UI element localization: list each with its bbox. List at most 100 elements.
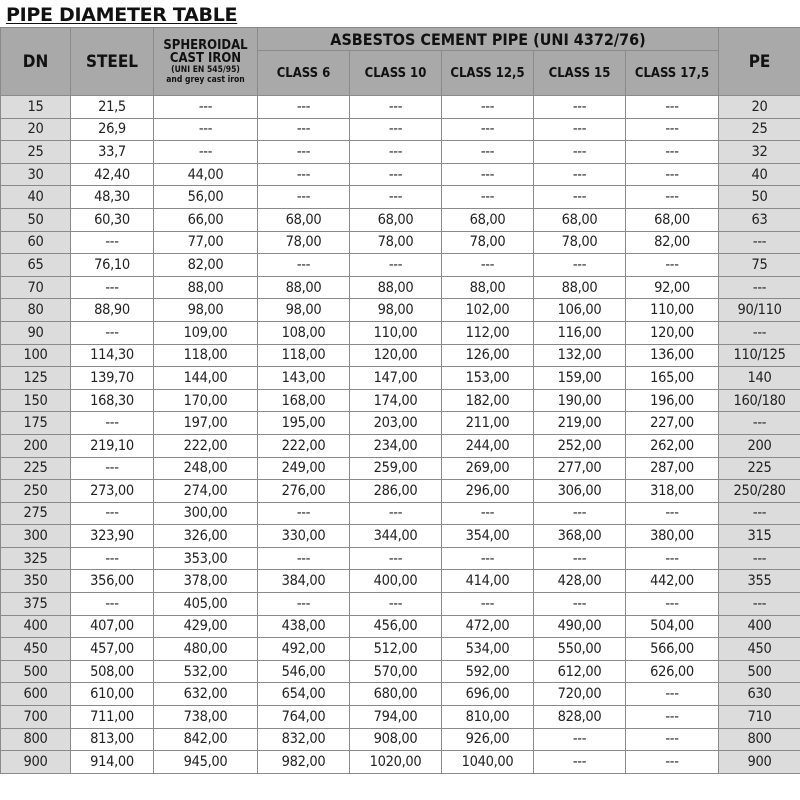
cell-dn: 900 — [0, 750, 71, 774]
cell-class-10: 286,00 — [349, 479, 442, 503]
cell-dn: 25 — [0, 140, 71, 164]
cell-class-17-5: 120,00 — [624, 320, 720, 345]
cell-class-6: 438,00 — [257, 614, 350, 639]
cell-class-12-5: 112,00 — [441, 320, 534, 345]
cell-spheroidal-cast-iron: 109,00 — [153, 320, 258, 345]
cell-class-15: --- — [533, 750, 626, 774]
cell-dn: 65 — [0, 253, 71, 277]
cell-class-17-5: --- — [624, 253, 720, 277]
cell-class-6: 78,00 — [257, 230, 350, 255]
cell-steel: 457,00 — [70, 637, 154, 661]
table-row: 250 273,00 274,00 276,00 286,00 296,00 306,00 3… — [0, 479, 800, 503]
cell-class-12-5: 534,00 — [441, 637, 534, 661]
table-row: 350 356,00 378,00 384,00 400,00 414,00 428,00 4… — [0, 569, 800, 594]
cell-class-6: 168,00 — [257, 388, 350, 413]
cell-class-12-5: --- — [441, 117, 534, 142]
header-spheroidal: SPHEROIDAL CAST IRON (UNI EN 545/95) and… — [153, 27, 258, 96]
cell-class-15: 88,00 — [533, 275, 626, 300]
cell-class-10: --- — [349, 592, 442, 616]
cell-class-17-5: 136,00 — [624, 343, 720, 368]
cell-spheroidal-cast-iron: 88,00 — [153, 275, 258, 300]
cell-dn: 30 — [0, 162, 71, 187]
cell-pe: --- — [718, 230, 800, 255]
table-row: 275 --- 300,00 --- --- --- --- --- --- — [0, 501, 800, 526]
cell-steel: --- — [70, 230, 154, 255]
cell-dn: 250 — [0, 479, 71, 503]
cell-class-17-5: 165,00 — [624, 366, 720, 390]
cell-class-15: 306,00 — [533, 479, 626, 503]
cell-class-12-5: 1040,00 — [441, 750, 534, 774]
cell-spheroidal-cast-iron: 480,00 — [153, 637, 258, 661]
table-row: 450 457,00 480,00 492,00 512,00 534,00 550,00 5… — [0, 637, 800, 661]
cell-pe: --- — [718, 320, 800, 345]
cell-class-17-5: --- — [624, 95, 720, 119]
cell-class-6: 492,00 — [257, 637, 350, 661]
cell-class-6: --- — [257, 546, 350, 571]
cell-class-10: 344,00 — [349, 524, 442, 548]
cell-class-6: --- — [257, 95, 350, 119]
cell-spheroidal-cast-iron: 429,00 — [153, 614, 258, 639]
cell-class-12-5: --- — [441, 501, 534, 526]
cell-pe: 63 — [718, 207, 800, 232]
cell-steel: 219,10 — [70, 433, 154, 458]
cell-class-6: --- — [257, 253, 350, 277]
cell-pe: 75 — [718, 253, 800, 277]
cell-steel: 508,00 — [70, 659, 154, 684]
cell-steel: 21,5 — [70, 95, 154, 119]
cell-steel: 60,30 — [70, 207, 154, 232]
cell-class-12-5: 126,00 — [441, 343, 534, 368]
cell-dn: 500 — [0, 659, 71, 684]
cell-class-17-5: 380,00 — [624, 524, 720, 548]
cell-class-10: 174,00 — [349, 388, 442, 413]
cell-pe: 225 — [718, 456, 800, 481]
cell-steel: 114,30 — [70, 343, 154, 368]
cell-class-17-5: 68,00 — [624, 207, 720, 232]
header-spheroidal-line2: CAST IRON — [169, 50, 242, 66]
cell-steel: 42,40 — [70, 162, 154, 187]
cell-class-15: 428,00 — [533, 569, 626, 594]
cell-class-17-5: --- — [624, 592, 720, 616]
cell-pe: --- — [718, 411, 800, 435]
cell-pe: 90/110 — [718, 298, 800, 322]
table-body: 15 21,5 --- --- --- --- --- --- 20 20 26,9 --- --- --… — [0, 95, 800, 774]
cell-dn: 450 — [0, 637, 71, 661]
header-spheroidal-line3: (UNI EN 545/95) — [171, 64, 240, 75]
cell-class-10: 680,00 — [349, 682, 442, 707]
table-row: 225 --- 248,00 249,00 259,00 269,00 277,00 287,… — [0, 456, 800, 481]
cell-steel: --- — [70, 320, 154, 345]
cell-pe: 315 — [718, 524, 800, 548]
cell-steel: --- — [70, 411, 154, 435]
cell-class-15: --- — [533, 95, 626, 119]
cell-pe: 710 — [718, 705, 800, 729]
cell-class-17-5: --- — [624, 162, 720, 187]
cell-class-10: 400,00 — [349, 569, 442, 594]
cell-class-12-5: 211,00 — [441, 411, 534, 435]
pipe-diameter-table: DN STEEL SPHEROIDAL CAST IRON (UNI EN 54… — [0, 27, 800, 774]
cell-steel: 711,00 — [70, 705, 154, 729]
cell-dn: 300 — [0, 524, 71, 548]
cell-steel: 914,00 — [70, 750, 154, 774]
page-title: PIPE DIAMETER TABLE — [6, 4, 238, 26]
cell-class-15: 68,00 — [533, 207, 626, 232]
table-row: 400 407,00 429,00 438,00 456,00 472,00 490,00 5… — [0, 614, 800, 639]
cell-class-10: 78,00 — [349, 230, 442, 255]
cell-steel: 813,00 — [70, 727, 154, 752]
cell-dn: 80 — [0, 298, 71, 322]
cell-class-17-5: --- — [624, 546, 720, 571]
cell-dn: 225 — [0, 456, 71, 481]
cell-class-10: --- — [349, 95, 442, 119]
cell-dn: 60 — [0, 230, 71, 255]
table-row: 70 --- 88,00 88,00 88,00 88,00 88,00 92,00 --- — [0, 275, 800, 300]
header-asbestos-group: ASBESTOS CEMENT PIPE (UNI 4372/76) — [256, 27, 720, 51]
table-row: 60 --- 77,00 78,00 78,00 78,00 78,00 82,00 --- — [0, 230, 800, 255]
cell-class-12-5: 68,00 — [441, 207, 534, 232]
cell-class-6: 654,00 — [257, 682, 350, 707]
cell-steel: 407,00 — [70, 614, 154, 639]
cell-class-17-5: 442,00 — [624, 569, 720, 594]
cell-class-17-5: --- — [624, 705, 720, 729]
cell-class-12-5: 296,00 — [441, 479, 534, 503]
cell-dn: 90 — [0, 320, 71, 345]
cell-class-17-5: --- — [624, 727, 720, 752]
table-row: 150 168,30 170,00 168,00 174,00 182,00 190,00 1… — [0, 388, 800, 413]
cell-spheroidal-cast-iron: 144,00 — [153, 366, 258, 390]
